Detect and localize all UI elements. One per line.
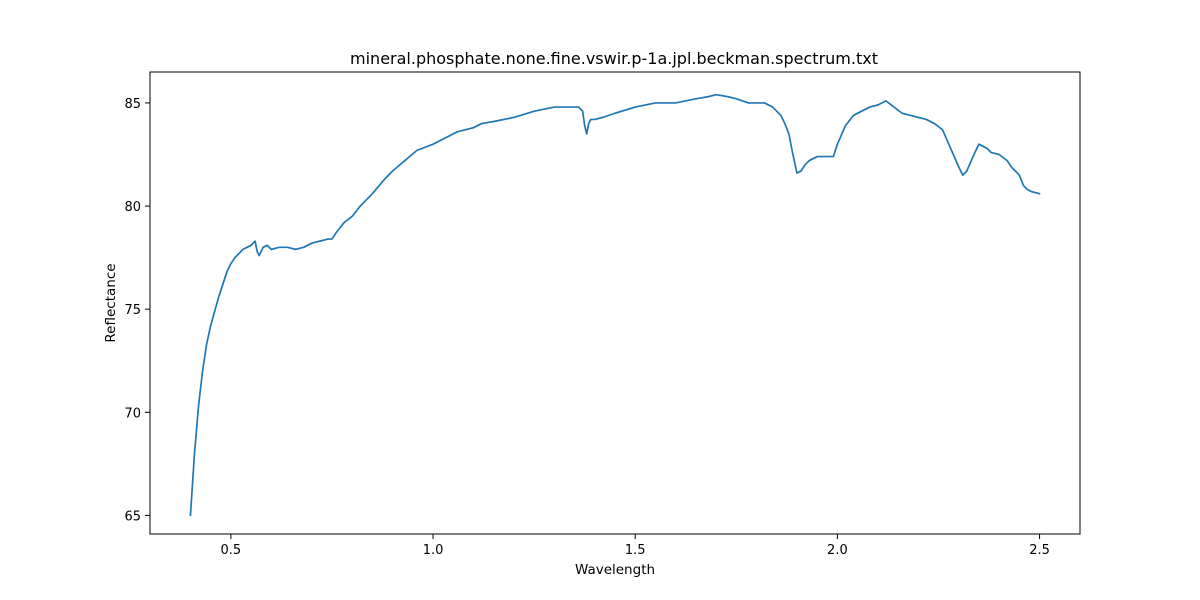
- spectrum-line: [189, 93, 1041, 517]
- x-tick-label: 1.0: [423, 543, 444, 558]
- y-tick-label: 65: [124, 509, 141, 524]
- y-tick-label: 80: [124, 200, 141, 215]
- chart-title: mineral.phosphate.none.fine.vswir.p-1a.j…: [350, 49, 878, 68]
- x-tick-label: 0.5: [221, 543, 242, 558]
- y-axis: 65 70 75 80 85: [124, 97, 150, 524]
- x-tick-label: 2.0: [827, 543, 848, 558]
- y-tick-label: 70: [124, 406, 141, 421]
- plot-frame: [149, 71, 1081, 535]
- y-axis-label: Reflectance: [103, 263, 119, 342]
- y-tick-label: 75: [124, 303, 141, 318]
- x-axis: 0.5 1.0 1.5 2.0 2.5: [221, 534, 1050, 558]
- x-tick-label: 1.5: [625, 543, 646, 558]
- y-tick-label: 85: [124, 97, 141, 112]
- x-axis-label: Wavelength: [575, 562, 655, 578]
- x-tick-label: 2.5: [1029, 543, 1050, 558]
